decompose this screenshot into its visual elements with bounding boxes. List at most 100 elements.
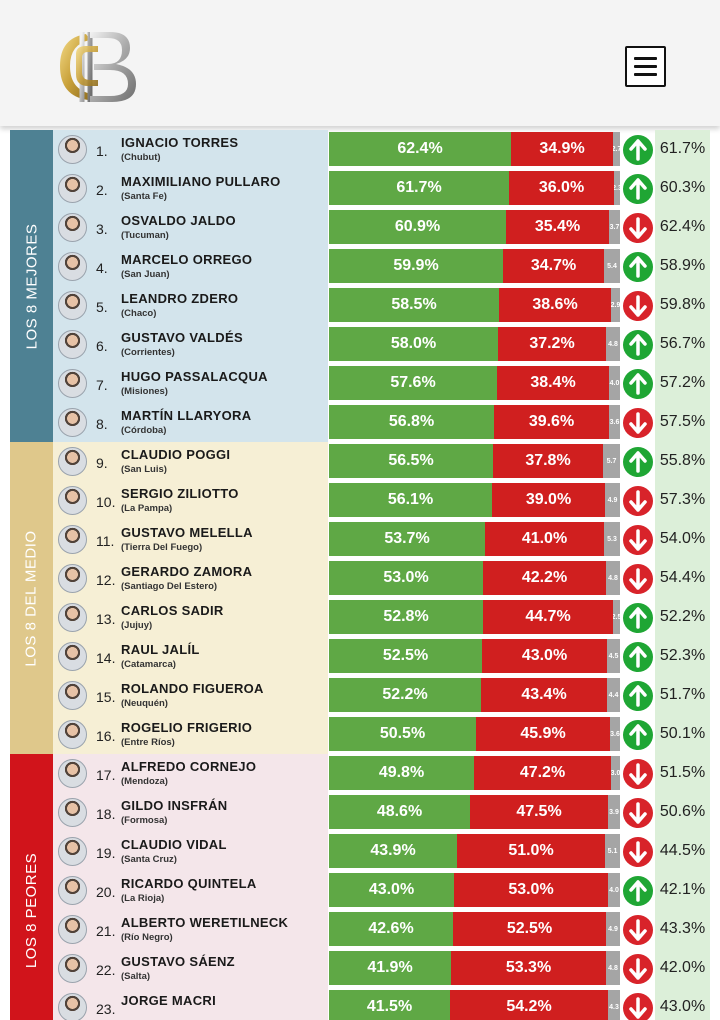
- governor-photo: [58, 720, 87, 749]
- province-name: (Santa Cruz): [121, 854, 177, 865]
- previous-cell: [655, 988, 710, 1020]
- table-row: 13. CARLOS SADIR (Jujuy) 52.8% 44.7% 2.5 52.2%: [10, 598, 710, 637]
- unfavorable-segment: 47.5%: [470, 795, 608, 829]
- favorable-segment: 58.5%: [329, 288, 499, 322]
- governor-photo: [58, 213, 87, 242]
- governor-name: GUSTAVO MELELLA: [121, 525, 253, 540]
- governor-photo: [58, 564, 87, 593]
- province-name: (Tucuman): [121, 230, 169, 241]
- unfavorable-segment: 34.7%: [503, 249, 604, 283]
- favorable-segment: 41.5%: [329, 990, 450, 1020]
- hamburger-menu-icon[interactable]: [625, 46, 666, 87]
- favorable-segment: 56.8%: [329, 405, 494, 439]
- no-answer-segment: 2.9: [611, 288, 620, 322]
- previous-value: 60.3%: [659, 179, 706, 196]
- province-name: (Santiago Del Estero): [121, 581, 218, 592]
- previous-value: 59.8%: [659, 296, 706, 313]
- governor-photo: [58, 291, 87, 320]
- group-middle: LOS 8 DEL MEDIO: [10, 442, 328, 754]
- previous-cell: [655, 481, 710, 520]
- governor-name: GUSTAVO VALDÉS: [121, 330, 243, 345]
- unfavorable-segment: 36.0%: [509, 171, 614, 205]
- governor-photo: [58, 993, 87, 1020]
- governor-name: JORGE MACRI: [121, 993, 217, 1008]
- province-name: (Río Negro): [121, 932, 173, 943]
- unfavorable-segment: 53.3%: [451, 951, 606, 985]
- governor-photo: [58, 915, 87, 944]
- unfavorable-segment: 37.8%: [493, 444, 603, 478]
- unfavorable-segment: 53.0%: [454, 873, 608, 907]
- no-answer-segment: 4.0: [609, 366, 620, 400]
- governor-photo: [58, 954, 87, 983]
- table-row: 14. RAUL JALÍL (Catamarca) 52.5% 43.0% 4.5 52.…: [10, 637, 710, 676]
- favorable-segment: 52.2%: [329, 678, 481, 712]
- province-name: (Chaco): [121, 308, 157, 319]
- governor-photo: [58, 369, 87, 398]
- previous-value: 42.1%: [659, 881, 706, 898]
- province-name: (Chubut): [121, 152, 161, 163]
- arrow-down-icon: [623, 954, 653, 984]
- table-row: 21. ALBERTO WERETILNECK (Río Negro) 42.6% 52…: [10, 910, 710, 949]
- governor-name: GUSTAVO SÁENZ: [121, 954, 235, 969]
- rank-number: 5.: [96, 299, 108, 315]
- group-band: [10, 754, 53, 1020]
- previous-value: 44.5%: [659, 842, 706, 859]
- governor-photo: [58, 681, 87, 710]
- favorable-segment: 52.5%: [329, 639, 482, 673]
- favorable-segment: 56.1%: [329, 483, 492, 517]
- no-answer-segment: 5.1: [605, 834, 620, 868]
- unfavorable-segment: 41.0%: [485, 522, 604, 556]
- no-answer-segment: 4.3: [608, 990, 620, 1020]
- no-answer-segment: 4.0: [608, 873, 620, 907]
- province-name: (Salta): [121, 971, 151, 982]
- arrow-down-icon: [623, 798, 653, 828]
- approval-bar: 56.8% 39.6% 3.6: [329, 405, 620, 439]
- province-name: (San Juan): [121, 269, 170, 280]
- menu-line: [634, 73, 657, 76]
- favorable-segment: 60.9%: [329, 210, 506, 244]
- previous-value: 43.0%: [659, 998, 706, 1015]
- site-header: [0, 0, 720, 126]
- governor-name: OSVALDO JALDO: [121, 213, 236, 228]
- previous-value: 51.7%: [659, 686, 706, 703]
- previous-value: 57.3%: [659, 491, 706, 508]
- province-name: (Mendoza): [121, 776, 168, 787]
- arrow-up-icon: [623, 876, 653, 906]
- table-row: 2. MAXIMILIANO PULLARO (Santa Fe) 61.7% 36.0…: [10, 169, 710, 208]
- governor-name: LEANDRO ZDERO: [121, 291, 239, 306]
- approval-bar: 61.7% 36.0% 2.3: [329, 171, 620, 205]
- no-answer-segment: 4.4: [607, 678, 620, 712]
- arrow-up-icon: [623, 720, 653, 750]
- previous-value: 43.3%: [659, 920, 706, 937]
- governor-photo: [58, 174, 87, 203]
- arrow-down-icon: [623, 564, 653, 594]
- table-row: 3. OSVALDO JALDO (Tucuman) 60.9% 35.4% 3.7 62.…: [10, 208, 710, 247]
- approval-bar: 52.5% 43.0% 4.5: [329, 639, 620, 673]
- governor-photo: [58, 330, 87, 359]
- approval-bar: 53.0% 42.2% 4.8: [329, 561, 620, 595]
- province-name: (San Luis): [121, 464, 167, 475]
- favorable-segment: 62.4%: [329, 132, 511, 166]
- previous-cell: [655, 169, 710, 208]
- approval-bar: 42.6% 52.5% 4.9: [329, 912, 620, 946]
- unfavorable-segment: 38.6%: [499, 288, 611, 322]
- province-name: (La Rioja): [121, 893, 165, 904]
- rank-number: 21.: [96, 923, 116, 939]
- arrow-up-icon: [623, 447, 653, 477]
- arrow-up-icon: [623, 642, 653, 672]
- site-logo[interactable]: [52, 24, 142, 110]
- table-row: 17. ALFREDO CORNEJO (Mendoza) 49.8% 47.2% 3.0…: [10, 754, 710, 793]
- no-answer-segment: 2.5: [613, 600, 620, 634]
- approval-bar: 49.8% 47.2% 3.0: [329, 756, 620, 790]
- province-name: (Córdoba): [121, 425, 167, 436]
- no-answer-segment: 4.9: [605, 483, 620, 517]
- previous-cell: [655, 442, 710, 481]
- rank-number: 6.: [96, 338, 108, 354]
- arrow-up-icon: [623, 330, 653, 360]
- rank-number: 17.: [96, 767, 116, 783]
- favorable-segment: 43.9%: [329, 834, 457, 868]
- rank-number: 13.: [96, 611, 116, 627]
- province-name: (Jujuy): [121, 620, 153, 631]
- table-row: 1. IGNACIO TORRES (Chubut) 62.4% 34.9% 2.7 61.…: [10, 130, 710, 169]
- unfavorable-segment: 39.6%: [494, 405, 609, 439]
